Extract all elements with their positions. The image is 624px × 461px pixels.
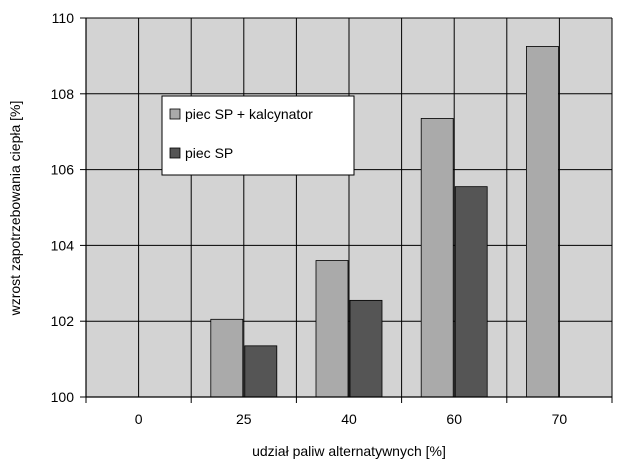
bars xyxy=(210,46,559,398)
bar-kiln-60 xyxy=(454,186,488,398)
x-tick-label: 0 xyxy=(135,411,143,427)
axes xyxy=(80,17,613,403)
legend-box xyxy=(161,95,355,176)
y-axis-title: wzrost zapotrzebowania ciepła [%] xyxy=(7,101,23,317)
legend: piec SP + kalcynator piec SP xyxy=(161,95,355,176)
y-tick-label: 104 xyxy=(51,237,75,253)
legend-label-calciner: piec SP + kalcynator xyxy=(185,106,313,122)
y-tick-label: 102 xyxy=(51,313,75,329)
bar-calciner-70 xyxy=(526,46,559,398)
y-tick-label: 106 xyxy=(51,162,75,178)
bar-calciner-40 xyxy=(315,260,349,398)
bar-kiln-40 xyxy=(349,299,383,398)
grid-lines xyxy=(85,17,613,398)
legend-swatch-calciner xyxy=(169,108,181,120)
bar-kiln-25 xyxy=(244,345,278,398)
bar-calciner-60 xyxy=(420,118,454,398)
y-tick-label: 108 xyxy=(51,86,75,102)
legend-swatch-kiln xyxy=(169,147,181,159)
x-tick-label: 40 xyxy=(341,411,357,427)
x-axis-title: udział paliw alternatywnych [%] xyxy=(252,443,446,459)
tick-labels: 100 102 104 106 108 110 0 25 40 60 70 xyxy=(51,10,568,427)
y-tick-label: 100 xyxy=(51,389,75,405)
x-tick-label: 25 xyxy=(236,411,252,427)
x-tick-label: 60 xyxy=(446,411,462,427)
legend-label-kiln: piec SP xyxy=(185,145,233,161)
bar-calciner-25 xyxy=(210,318,244,398)
y-tick-label: 110 xyxy=(52,10,75,26)
x-tick-label: 70 xyxy=(552,411,568,427)
